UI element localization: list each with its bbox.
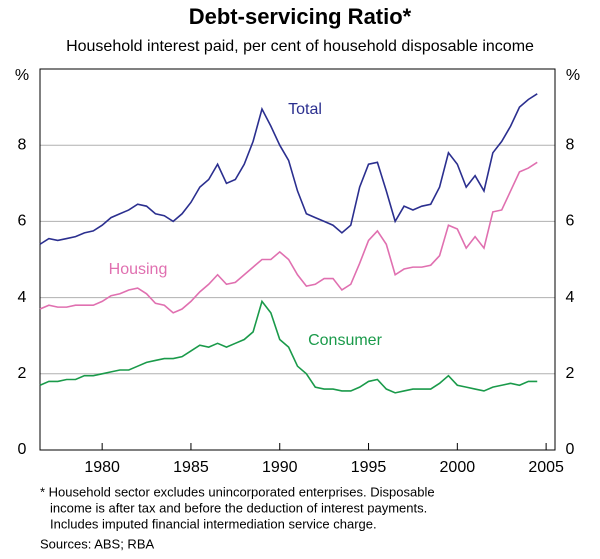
x-tick-label: 2000 [440, 459, 476, 476]
footnote: income is after tax and before the deduc… [50, 500, 427, 515]
y-tick-label: 4 [18, 289, 27, 306]
series-label: Housing [109, 261, 168, 278]
series-label: Total [288, 101, 322, 118]
y-tick-label-right: 2 [566, 365, 575, 382]
y-tick-label-right: 8 [566, 136, 575, 153]
series-line [39, 299, 538, 394]
y-tick-label-right: 6 [566, 213, 575, 230]
series-line [39, 161, 538, 314]
y-tick-label: 0 [18, 441, 27, 458]
chart-title: Debt-servicing Ratio* [189, 4, 412, 29]
x-tick-label: 1980 [84, 459, 120, 476]
y-tick-label: 8 [18, 136, 27, 153]
y-tick-label-right: 0 [566, 441, 575, 458]
x-tick-label: 2005 [528, 459, 564, 476]
chart-subtitle: Household interest paid, per cent of hou… [66, 38, 534, 55]
y-tick-label-right: 4 [566, 289, 575, 306]
y-tick-label: 2 [18, 365, 27, 382]
series-label: Consumer [308, 332, 382, 349]
x-tick-label: 1990 [262, 459, 298, 476]
y-unit-right: % [566, 67, 580, 84]
footnote: * Household sector excludes unincorporat… [40, 484, 435, 499]
sources: Sources: ABS; RBA [40, 536, 154, 551]
y-unit-left: % [15, 67, 29, 84]
x-tick-label: 1995 [351, 459, 387, 476]
footnote: Includes imputed financial intermediatio… [50, 516, 377, 531]
series-line [39, 93, 538, 245]
plot-frame [39, 68, 556, 451]
y-tick-label: 6 [18, 213, 27, 230]
x-tick-label: 1985 [173, 459, 209, 476]
